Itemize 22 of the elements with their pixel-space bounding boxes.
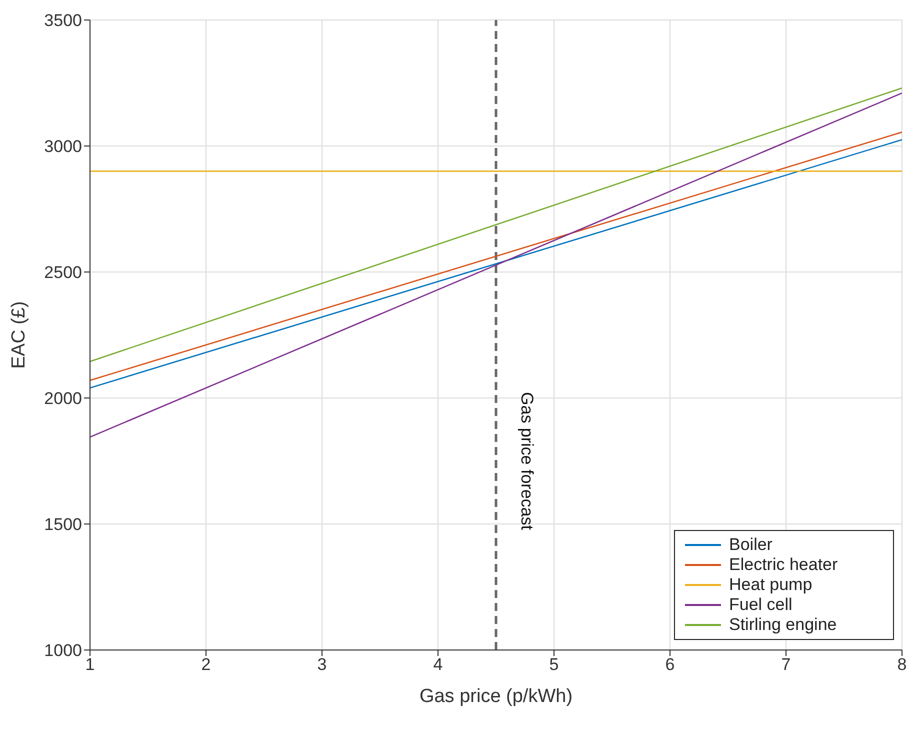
x-tick-label: 5 [549, 655, 559, 674]
y-tick-label: 1000 [44, 641, 82, 660]
y-tick-label: 2500 [44, 263, 82, 282]
x-tick-label: 3 [317, 655, 327, 674]
x-tick-label: 2 [201, 655, 211, 674]
legend-label: Heat pump [729, 575, 812, 595]
x-axis-title: Gas price (p/kWh) [419, 686, 573, 707]
x-tick-label: 7 [781, 655, 791, 674]
x-tick-label: 6 [665, 655, 675, 674]
y-tick-label: 2000 [44, 389, 82, 408]
legend-label: Stirling engine [729, 615, 837, 635]
ref-line-label: Gas price forecast [518, 392, 537, 530]
legend-label: Fuel cell [729, 595, 792, 615]
x-tick-label: 1 [85, 655, 95, 674]
y-tick-label: 3000 [44, 137, 82, 156]
legend-label: Electric heater [729, 555, 838, 575]
x-tick-label: 8 [897, 655, 907, 674]
x-tick-label: 4 [433, 655, 443, 674]
legend-label: Boiler [729, 535, 772, 555]
y-tick-label: 3500 [44, 11, 82, 30]
y-axis-title: EAC (£) [8, 301, 30, 369]
y-tick-label: 1500 [44, 515, 82, 534]
